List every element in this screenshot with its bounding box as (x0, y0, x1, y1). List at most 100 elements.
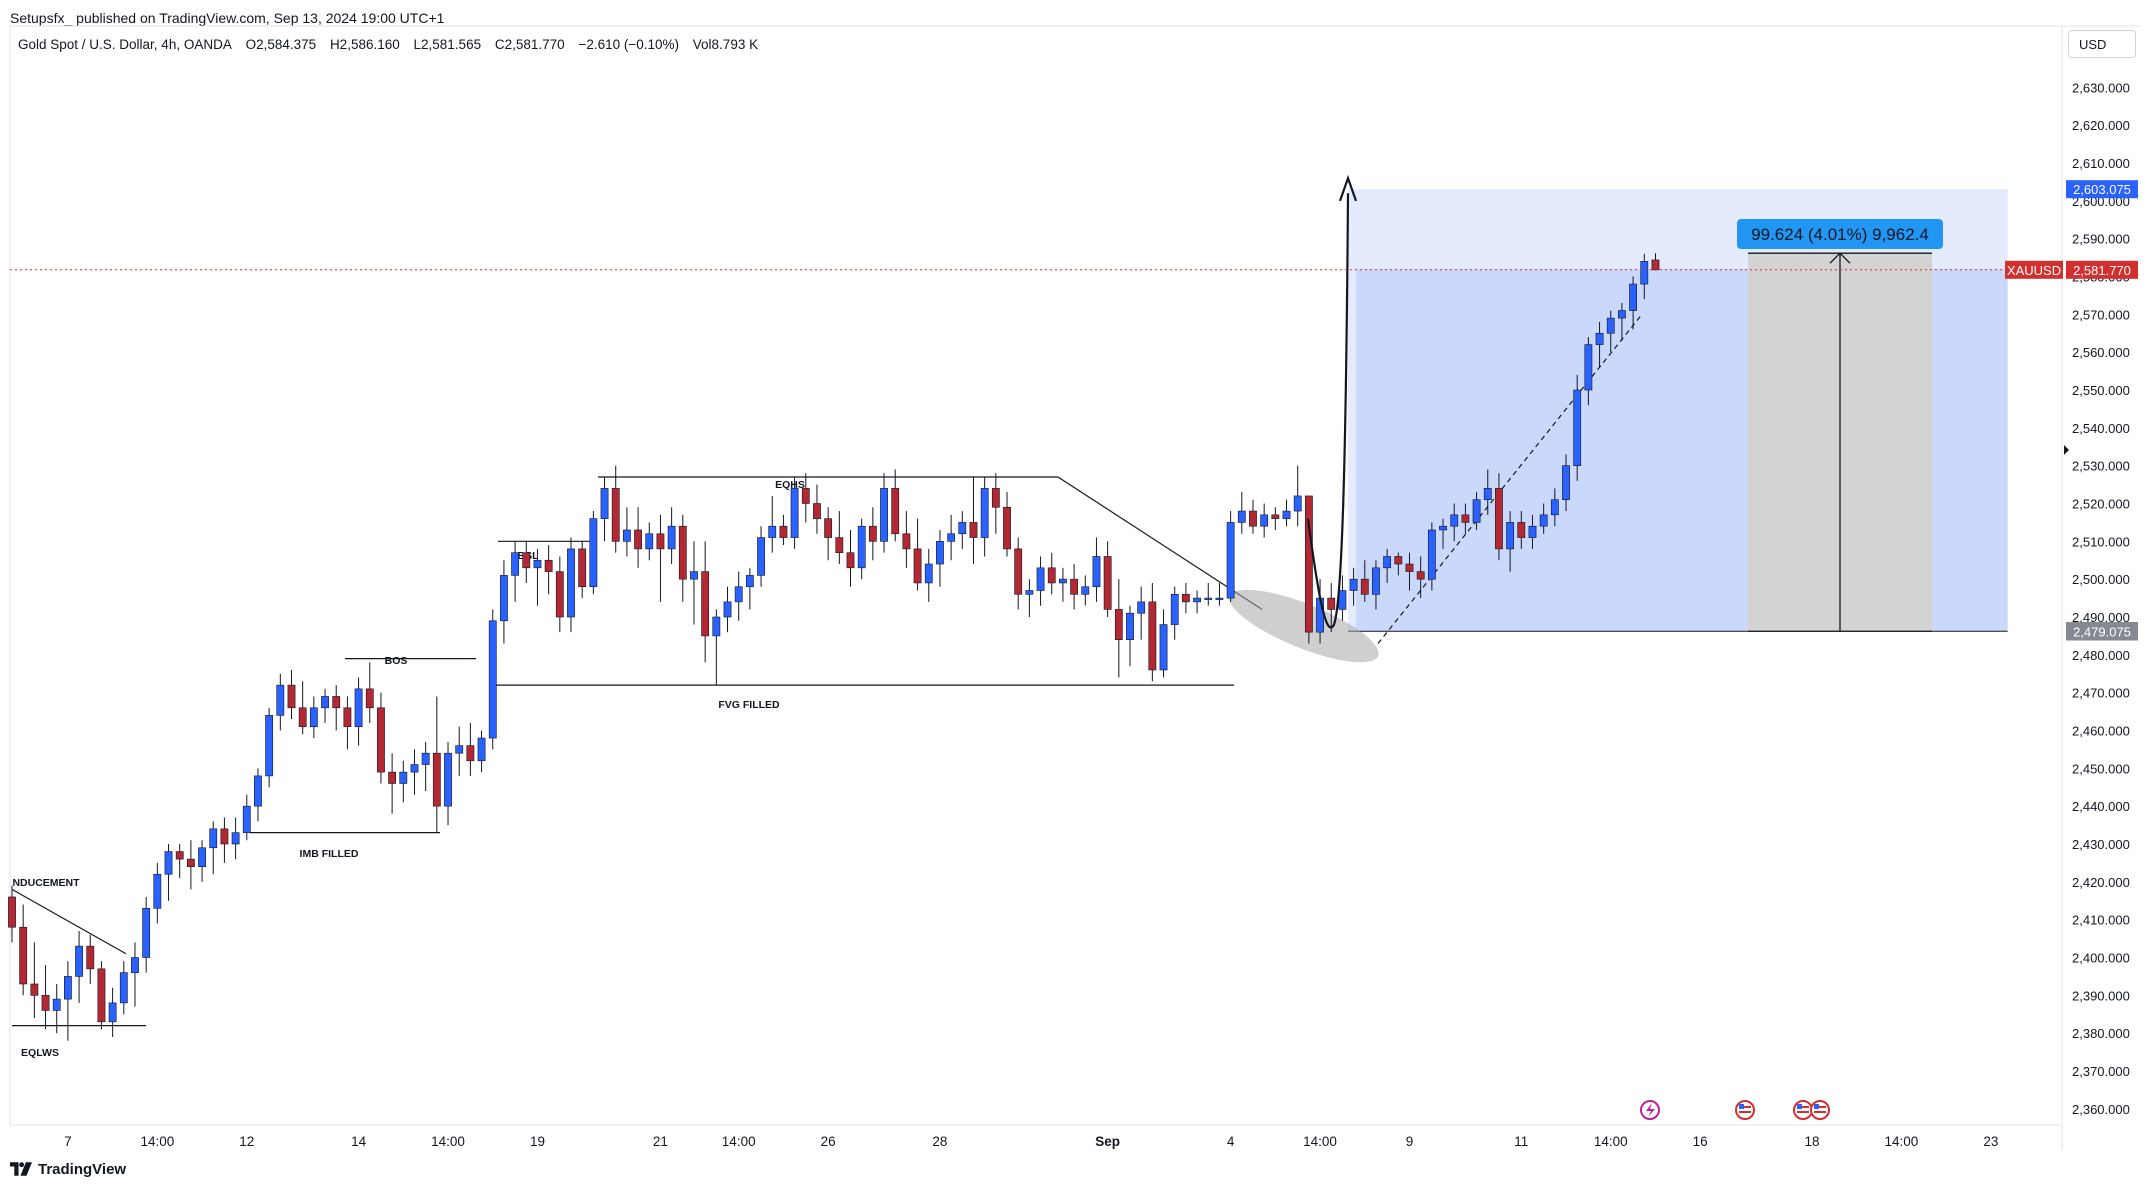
candle-body (1003, 506, 1011, 550)
candle-body (164, 851, 173, 875)
candle-body (1562, 465, 1570, 501)
candle-body (913, 548, 922, 584)
y-tick-label: 2,610.000 (2072, 156, 2130, 171)
candle-body (1394, 556, 1403, 565)
candle-body (309, 707, 318, 728)
candle-body (432, 752, 441, 807)
candle-body (1550, 499, 1559, 516)
candle-body (1014, 548, 1023, 595)
candle-body (97, 968, 106, 1023)
candle-body (488, 620, 497, 739)
x-tick-label: 11 (1514, 1134, 1528, 1149)
legend-volume: Vol8.793 K (692, 37, 759, 52)
y-tick-label: 2,400.000 (2072, 951, 2130, 966)
candle-body (1483, 488, 1492, 501)
x-tick-label: 14:00 (1885, 1134, 1919, 1149)
candle-body (298, 707, 307, 728)
us-flag-event-icon (1735, 1100, 1755, 1120)
fvg-filled-label: FVG FILLED (718, 699, 780, 711)
candle-body (991, 488, 1000, 508)
x-tick-label: 14:00 (1303, 1134, 1337, 1149)
candle-body (1226, 522, 1235, 599)
candle-body (578, 548, 587, 588)
inducement-trendline (11, 888, 127, 955)
candle-body (175, 851, 184, 860)
candle-body (745, 575, 754, 588)
x-tick-label: 23 (1983, 1134, 1998, 1149)
candle-body (455, 745, 464, 754)
measure-label-box (1737, 219, 1943, 249)
legend-change: −2.610 (−0.10%) (578, 37, 680, 52)
candle-body (1472, 499, 1481, 523)
candle-body (1137, 601, 1146, 614)
bos-label: BOS (385, 655, 408, 667)
candle-body (41, 995, 50, 1011)
candle-body (1372, 567, 1380, 595)
candle-body (8, 896, 16, 928)
candle-body (622, 529, 631, 542)
candle-body (1595, 332, 1604, 345)
candle-body (343, 707, 352, 728)
candle-body (1539, 514, 1548, 527)
candle-body (1383, 556, 1392, 569)
candle-body (1081, 586, 1090, 595)
x-tick-label: 14:00 (1594, 1134, 1628, 1149)
candle-body (75, 945, 83, 977)
candle-body (1036, 567, 1045, 591)
candle-body (768, 525, 777, 538)
candle-body (19, 926, 28, 985)
candle-body (1405, 563, 1414, 572)
candle-body (522, 552, 531, 569)
currency-button[interactable]: USD (2068, 30, 2136, 58)
candle-body (1316, 597, 1324, 633)
candle-body (444, 752, 452, 807)
candle-body (1148, 601, 1157, 671)
candle-body (1416, 571, 1425, 580)
x-tick-label: 19 (530, 1134, 545, 1149)
x-tick-label: 4 (1227, 1134, 1235, 1149)
candle-body (30, 983, 39, 996)
candle-body (1427, 529, 1436, 580)
candle-body (466, 745, 475, 762)
last-price-tag-text: 2,581.770 (2073, 263, 2131, 278)
y-tick-label: 2,360.000 (2072, 1102, 2130, 1117)
candle-body (209, 828, 218, 849)
candle-body (1461, 514, 1470, 523)
candle-body (1573, 389, 1582, 466)
y-tick-label: 2,490.000 (2072, 610, 2130, 625)
lightning-bolt-icon (1646, 1103, 1655, 1117)
candle-body (377, 707, 385, 773)
candle-body (231, 832, 240, 845)
legend-symbol: Gold Spot / U.S. Dollar, 4h, OANDA (18, 37, 232, 52)
candle-body (611, 488, 620, 542)
candle-body (1495, 488, 1503, 550)
candle-body (354, 688, 363, 728)
candle-body (332, 696, 341, 709)
candle-body (399, 771, 408, 784)
candle-body (388, 771, 397, 784)
candle-body (980, 488, 989, 538)
us-flag-event-icon (1810, 1100, 1830, 1120)
x-tick-label: 18 (1804, 1134, 1819, 1149)
measure-label-text: 99.624 (4.01%) 9,962.4 (1751, 225, 1929, 244)
tradingview-brand[interactable]: TradingView (10, 1161, 126, 1178)
us-flag-stripe (1739, 1106, 1751, 1108)
candle-body (1260, 514, 1269, 527)
y-tick-label: 2,540.000 (2072, 421, 2130, 436)
candle-body (1126, 612, 1134, 641)
y-tick-label: 2,510.000 (2072, 534, 2130, 549)
tradingview-logo-icon (10, 1162, 32, 1176)
candle-body (254, 775, 262, 807)
candle-body (656, 533, 665, 550)
candle-body (410, 764, 419, 773)
y-tick-label: 2,380.000 (2072, 1026, 2130, 1041)
candle-body (1249, 510, 1257, 527)
candle-body (1025, 590, 1034, 595)
candle-body (198, 847, 206, 867)
candle-body (477, 737, 486, 762)
us-flag-stripe (1797, 1111, 1809, 1113)
candle-body (701, 571, 710, 637)
x-tick-label: 14 (351, 1134, 367, 1149)
candle-body (365, 688, 374, 709)
